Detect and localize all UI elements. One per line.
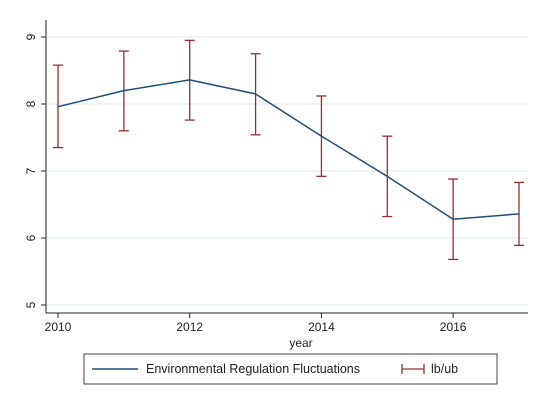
legend-swatch-series-2 (401, 364, 425, 374)
x-tick-label-2016: 2016 (440, 320, 467, 334)
tick-labels: 5 6 7 8 9 2010 2012 2014 2016 (24, 33, 467, 334)
x-tick-label-2010: 2010 (45, 320, 72, 334)
x-axis-title: year (289, 336, 312, 350)
grid-lines (46, 36, 528, 306)
x-tick-label-2012: 2012 (176, 320, 203, 334)
y-tick-label-5: 5 (24, 301, 38, 308)
legend: Environmental Regulation Fluctuations lb… (83, 353, 498, 385)
y-tick-label-6: 6 (24, 234, 38, 241)
tick-marks (41, 36, 454, 318)
legend-box (83, 353, 498, 385)
series-line-environmental-regulation-fluctuations (57, 79, 520, 221)
series-line-layer (57, 79, 520, 221)
legend-label-series-2: lb/ub (431, 362, 458, 376)
x-tick-label-2014: 2014 (308, 320, 335, 334)
y-tick-label-8: 8 (24, 100, 38, 107)
axes (45, 20, 528, 314)
y-tick-label-9: 9 (24, 33, 38, 40)
y-tick-label-7: 7 (24, 167, 38, 174)
legend-label-series-1: Environmental Regulation Fluctuations (146, 362, 360, 376)
